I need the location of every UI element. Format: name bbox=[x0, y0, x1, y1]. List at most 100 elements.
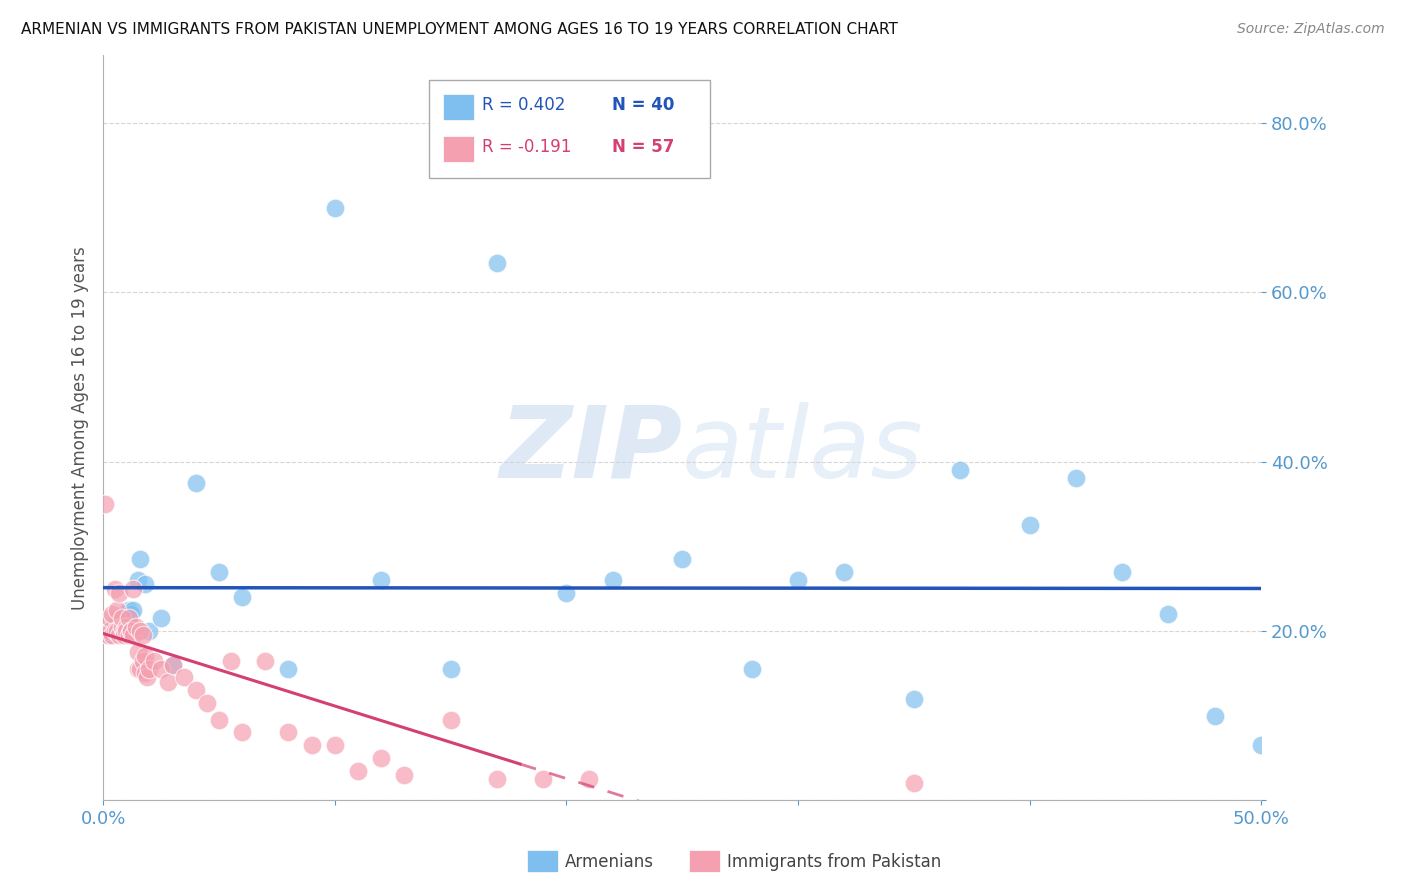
Point bbox=[117, 603, 139, 617]
Point bbox=[98, 624, 121, 638]
Point bbox=[602, 573, 624, 587]
Text: N = 40: N = 40 bbox=[612, 96, 673, 114]
Point bbox=[143, 653, 166, 667]
Point bbox=[108, 624, 131, 638]
Point bbox=[1157, 607, 1180, 621]
Point bbox=[108, 586, 131, 600]
Point bbox=[111, 611, 134, 625]
Point bbox=[104, 620, 127, 634]
Point bbox=[101, 628, 124, 642]
Point bbox=[741, 662, 763, 676]
Point bbox=[129, 624, 152, 638]
Point bbox=[127, 662, 149, 676]
Point bbox=[301, 738, 323, 752]
Point bbox=[323, 738, 346, 752]
Point bbox=[150, 662, 173, 676]
Point bbox=[117, 611, 139, 625]
Point bbox=[531, 772, 554, 786]
Point bbox=[485, 772, 508, 786]
Point bbox=[671, 552, 693, 566]
Point bbox=[134, 649, 156, 664]
Point bbox=[134, 577, 156, 591]
Point bbox=[115, 615, 138, 630]
Point bbox=[162, 657, 184, 672]
Point bbox=[122, 582, 145, 596]
Point bbox=[231, 725, 253, 739]
Text: R = -0.191: R = -0.191 bbox=[482, 138, 572, 156]
Point bbox=[323, 201, 346, 215]
Text: ZIP: ZIP bbox=[499, 401, 682, 499]
Point bbox=[1018, 518, 1040, 533]
Point bbox=[162, 657, 184, 672]
Point bbox=[131, 653, 153, 667]
Point bbox=[98, 624, 121, 638]
Point bbox=[129, 662, 152, 676]
Point bbox=[1064, 471, 1087, 485]
Point bbox=[370, 573, 392, 587]
Point bbox=[277, 725, 299, 739]
Point bbox=[832, 565, 855, 579]
Point bbox=[105, 624, 128, 638]
Point bbox=[347, 764, 370, 778]
Point bbox=[111, 611, 134, 625]
Point bbox=[184, 475, 207, 490]
Point bbox=[122, 628, 145, 642]
Text: N = 57: N = 57 bbox=[612, 138, 673, 156]
Point bbox=[439, 662, 461, 676]
Point bbox=[903, 776, 925, 790]
Point bbox=[124, 620, 146, 634]
Point bbox=[120, 624, 142, 638]
Point bbox=[117, 628, 139, 642]
Point bbox=[485, 255, 508, 269]
Point bbox=[1204, 708, 1226, 723]
Point bbox=[129, 552, 152, 566]
Point bbox=[254, 653, 277, 667]
Text: atlas: atlas bbox=[682, 401, 924, 499]
Point bbox=[555, 586, 578, 600]
Text: ARMENIAN VS IMMIGRANTS FROM PAKISTAN UNEMPLOYMENT AMONG AGES 16 TO 19 YEARS CORR: ARMENIAN VS IMMIGRANTS FROM PAKISTAN UNE… bbox=[21, 22, 898, 37]
Point bbox=[120, 607, 142, 621]
Point bbox=[104, 624, 127, 638]
Point bbox=[127, 573, 149, 587]
Y-axis label: Unemployment Among Ages 16 to 19 years: Unemployment Among Ages 16 to 19 years bbox=[72, 246, 89, 609]
Point bbox=[97, 628, 120, 642]
Point bbox=[105, 615, 128, 630]
Point bbox=[173, 670, 195, 684]
Point bbox=[150, 611, 173, 625]
Point bbox=[112, 607, 135, 621]
Point bbox=[134, 666, 156, 681]
Point bbox=[439, 713, 461, 727]
Text: Source: ZipAtlas.com: Source: ZipAtlas.com bbox=[1237, 22, 1385, 37]
Text: Immigrants from Pakistan: Immigrants from Pakistan bbox=[727, 853, 941, 871]
Point bbox=[219, 653, 242, 667]
Point bbox=[131, 628, 153, 642]
Point bbox=[115, 620, 138, 634]
Point bbox=[112, 624, 135, 638]
Point bbox=[392, 768, 415, 782]
Point bbox=[231, 590, 253, 604]
Point bbox=[1111, 565, 1133, 579]
Point bbox=[104, 582, 127, 596]
Point bbox=[156, 674, 179, 689]
Point bbox=[787, 573, 810, 587]
Point bbox=[115, 624, 138, 638]
Point bbox=[370, 751, 392, 765]
Point bbox=[112, 628, 135, 642]
Point bbox=[138, 662, 160, 676]
Point bbox=[184, 683, 207, 698]
Point bbox=[108, 628, 131, 642]
Point bbox=[101, 628, 124, 642]
Point bbox=[98, 611, 121, 625]
Point bbox=[111, 620, 134, 634]
Point bbox=[120, 624, 142, 638]
Point bbox=[195, 696, 218, 710]
Point bbox=[97, 628, 120, 642]
Text: R = 0.402: R = 0.402 bbox=[482, 96, 565, 114]
Point bbox=[578, 772, 600, 786]
Point bbox=[136, 670, 159, 684]
Point bbox=[1250, 738, 1272, 752]
Point bbox=[277, 662, 299, 676]
Point bbox=[122, 603, 145, 617]
Text: Armenians: Armenians bbox=[565, 853, 654, 871]
Point bbox=[101, 607, 124, 621]
